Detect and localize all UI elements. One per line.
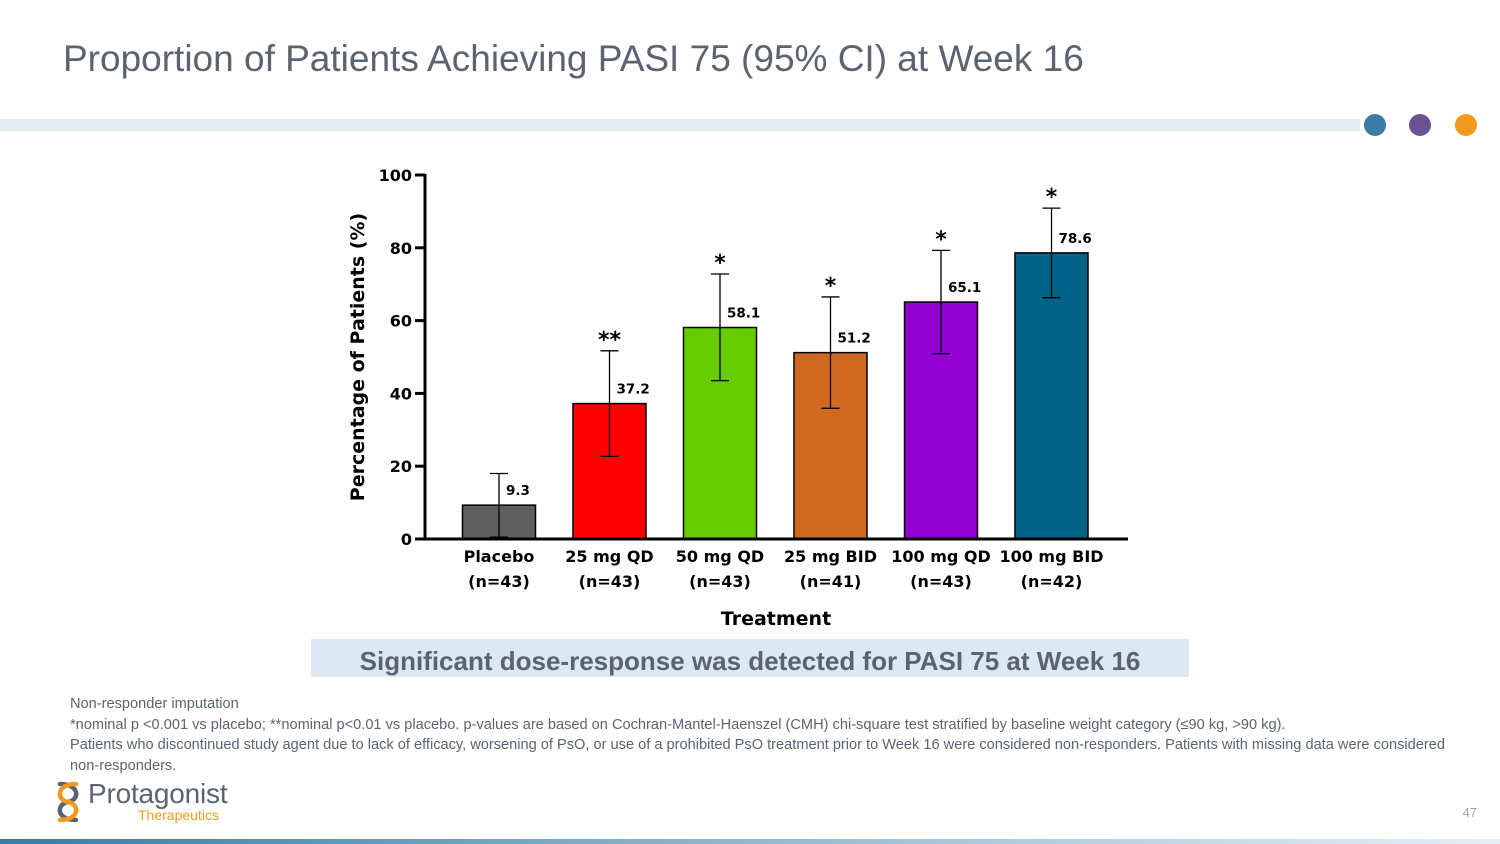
data-label-2: 58.1: [727, 306, 760, 322]
footnote-nonresponders: Patients who discontinued study agent du…: [70, 737, 1445, 774]
y-axis-title: Percentage of Patients (%): [347, 213, 369, 501]
footnote-significance: *nominal p <0.001 vs placebo; **nominal …: [70, 716, 1286, 733]
footnotes: Non-responder imputation *nominal p <0.0…: [70, 694, 1460, 776]
x-tick-n-5: (n=42): [1021, 572, 1083, 591]
y-tick-label-5: 100: [379, 166, 412, 185]
significance-marker-3: *: [825, 274, 837, 299]
x-tick-n-2: (n=43): [689, 572, 751, 591]
footnote-imputation: Non-responder imputation: [70, 696, 239, 712]
x-tick-label-4: 100 mg QD: [891, 547, 991, 566]
y-tick-label-3: 60: [390, 312, 412, 331]
x-tick-label-0: Placebo: [464, 547, 535, 566]
y-tick-label-4: 80: [390, 239, 412, 258]
x-tick-label-2: 50 mg QD: [676, 547, 764, 566]
y-tick-label-1: 20: [390, 457, 412, 476]
data-label-1: 37.2: [617, 382, 650, 398]
x-tick-label-5: 100 mg BID: [999, 547, 1103, 566]
logo-subtitle: Therapeutics: [138, 807, 219, 823]
decorative-dot-orange: [1455, 114, 1477, 136]
slide-title: Proportion of Patients Achieving PASI 75…: [63, 38, 1084, 79]
x-tick-label-3: 25 mg BID: [784, 547, 877, 566]
page-number: 47: [1462, 805, 1477, 820]
data-label-3: 51.2: [838, 331, 871, 347]
data-label-0: 9.3: [506, 483, 530, 499]
x-tick-n-0: (n=43): [468, 572, 530, 591]
y-tick-label-0: 0: [401, 530, 412, 549]
logo-wordmark: Protagonist: [88, 778, 228, 809]
protagonist-logo-icon: [57, 781, 79, 823]
data-label-5: 78.6: [1059, 231, 1092, 247]
x-tick-n-1: (n=43): [579, 572, 641, 591]
x-tick-n-4: (n=43): [910, 572, 972, 591]
title-divider: [0, 119, 1360, 131]
x-tick-label-1: 25 mg QD: [565, 547, 653, 566]
data-label-4: 65.1: [948, 280, 981, 296]
company-logo: Protagonist Therapeutics: [50, 778, 250, 826]
x-axis-title: Treatment: [721, 608, 831, 630]
significance-marker-1: **: [598, 328, 622, 353]
bar-5: [1014, 252, 1089, 540]
significance-marker-2: *: [714, 251, 726, 276]
decorative-dot-purple: [1409, 114, 1431, 136]
decorative-dot-blue: [1364, 114, 1386, 136]
x-tick-n-3: (n=41): [800, 572, 862, 591]
bottom-accent-band: [0, 839, 1500, 844]
significance-marker-5: *: [1046, 185, 1058, 210]
dose-response-callout: Significant dose-response was detected f…: [311, 639, 1189, 677]
significance-marker-4: *: [935, 227, 947, 252]
y-tick-label-2: 40: [390, 384, 412, 403]
